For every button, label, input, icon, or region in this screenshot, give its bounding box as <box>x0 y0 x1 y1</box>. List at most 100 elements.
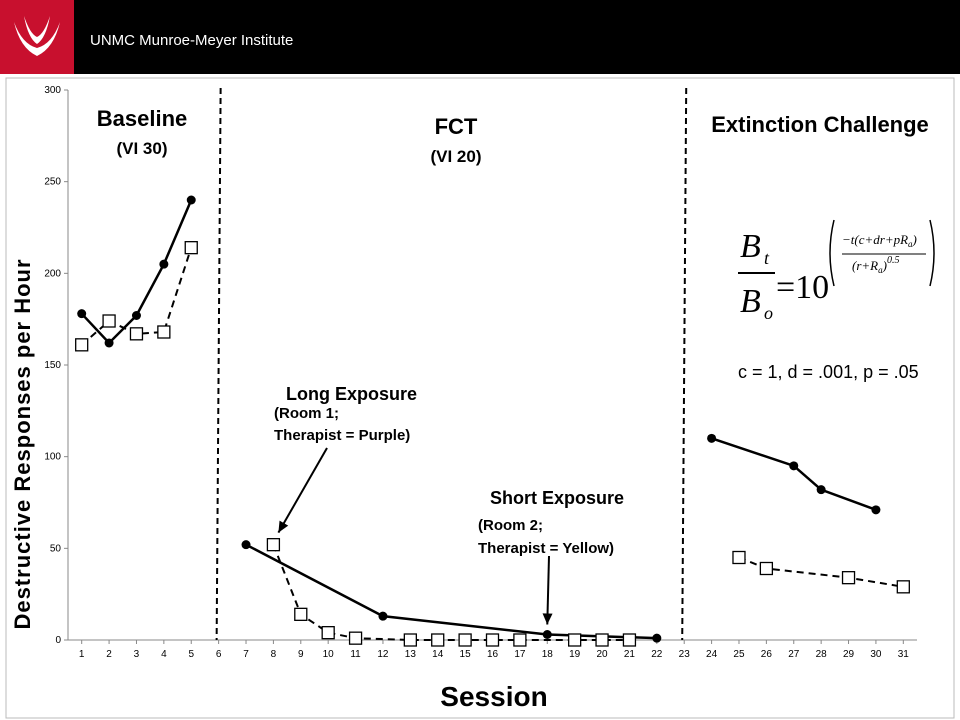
x-tick-label: 25 <box>733 649 745 660</box>
data-point-square <box>458 633 472 647</box>
series-line <box>245 543 657 640</box>
data-point-square <box>321 626 335 640</box>
formula-exponent-denominator: (r+Ra)0.5 <box>852 255 899 275</box>
chart-series <box>75 195 910 647</box>
phase-change-line <box>681 87 688 641</box>
annotation-title: Long Exposure <box>286 384 417 404</box>
x-tick-label: 12 <box>377 649 389 660</box>
data-point-square <box>266 538 281 552</box>
x-axis-label: Session <box>440 681 547 712</box>
annotation-line: (Room 2; <box>478 517 543 534</box>
data-point-circle <box>542 630 552 639</box>
chart-frame <box>5 77 955 719</box>
y-tick-label: 100 <box>44 452 61 463</box>
data-point-square <box>622 633 637 647</box>
x-tick-label: 30 <box>870 649 882 660</box>
phase-change-line <box>215 87 222 641</box>
x-tick-label: 21 <box>624 649 636 660</box>
x-tick-label: 22 <box>651 649 663 660</box>
x-tick-label: 3 <box>134 649 140 660</box>
x-tick-label: 7 <box>243 649 249 660</box>
annotation-arrow <box>546 555 550 625</box>
y-tick-label: 0 <box>55 635 61 646</box>
x-tick-label: 29 <box>843 649 855 660</box>
phase-labels: Baseline (VI 30) FCT (VI 20) Extinction Chal… <box>97 106 929 166</box>
data-point-square <box>732 550 746 565</box>
annotation-title: Short Exposure <box>490 488 624 508</box>
x-tick-label: 10 <box>323 649 335 660</box>
formula-exponent-numerator: −t(c+dr+pRa) <box>842 232 917 249</box>
x-tick-label: 14 <box>432 649 444 660</box>
phase-title: Extinction Challenge <box>711 112 929 137</box>
data-point-circle <box>131 311 141 320</box>
formula-params: c = 1, d = .001, p = .05 <box>738 362 919 382</box>
annotation-line: (Room 1; <box>274 405 339 422</box>
phase-title: Baseline <box>97 106 188 131</box>
y-tick-label: 250 <box>44 177 61 188</box>
formula-equals-base: =10 <box>776 269 829 306</box>
data-point-circle <box>816 485 826 495</box>
phase-change-lines <box>215 87 688 641</box>
data-point-circle <box>789 461 799 471</box>
x-tick-label: 15 <box>460 649 472 660</box>
x-tick-label: 2 <box>106 649 112 660</box>
phase-title: FCT <box>435 114 478 139</box>
unmc-logo <box>0 0 74 74</box>
phase-subtitle: (VI 20) <box>430 147 481 166</box>
header-bar: UNMC Munroe-Meyer Institute <box>0 0 960 74</box>
x-tick-label: 5 <box>188 649 194 660</box>
x-tick-label: 18 <box>542 649 554 660</box>
x-tick-label: 13 <box>405 649 417 660</box>
data-point-square <box>759 561 774 576</box>
data-point-square <box>102 314 116 328</box>
annotation-arrow <box>277 447 328 534</box>
annotation-arrowhead <box>542 613 553 625</box>
data-point-circle <box>871 505 881 515</box>
data-point-square <box>841 571 856 585</box>
x-tick-label: 31 <box>898 649 910 660</box>
x-tick-label: 1 <box>79 649 85 660</box>
data-point-circle <box>652 633 662 643</box>
series-line <box>80 199 193 345</box>
y-tick-label: 300 <box>44 85 61 96</box>
data-point-square <box>513 633 527 647</box>
x-tick-label: 27 <box>788 649 800 660</box>
x-tick-label: 23 <box>679 649 691 660</box>
formula-lhs-denominator-sub: o <box>764 303 773 323</box>
x-tick-label: 19 <box>569 649 581 660</box>
x-tick-label: 20 <box>596 649 608 660</box>
data-point-circle <box>186 195 196 205</box>
data-point-square <box>431 633 445 647</box>
y-axis-label: Destructive Responses per Hour <box>10 258 35 629</box>
y-tick-label: 200 <box>44 268 61 279</box>
data-point-square <box>184 241 198 255</box>
annotation-line: Therapist = Purple) <box>274 427 410 444</box>
matching-formula: B t B o =10 −t(c+dr+pRa) (r+Ra)0.5 c = 1… <box>738 219 935 382</box>
data-point-circle <box>241 540 251 550</box>
formula-lhs-denominator: B <box>740 283 761 320</box>
data-point-circle <box>378 611 388 621</box>
x-tick-label: 6 <box>216 649 222 660</box>
annotation-line: Therapist = Yellow) <box>478 540 614 557</box>
annotation-arrowhead <box>278 520 289 533</box>
data-point-circle <box>77 309 87 319</box>
data-point-square <box>896 580 910 594</box>
data-point-square <box>75 338 89 352</box>
x-tick-label: 8 <box>271 649 277 660</box>
x-tick-label: 26 <box>761 649 773 660</box>
x-tick-label: 28 <box>816 649 828 660</box>
chart-annotations: Long Exposure(Room 1; Therapist = Purple)… <box>274 384 624 625</box>
formula-lhs-numerator: B <box>740 228 761 265</box>
data-point-square <box>157 325 171 339</box>
x-tick-label: 11 <box>350 649 361 660</box>
data-point-circle <box>159 259 169 269</box>
data-point-square <box>568 633 582 647</box>
x-tick-label: 24 <box>706 649 718 660</box>
org-name: UNMC Munroe-Meyer Institute <box>90 32 294 49</box>
y-tick-label: 150 <box>44 360 61 371</box>
x-tick-label: 4 <box>161 649 167 660</box>
x-tick-label: 17 <box>514 649 526 660</box>
data-point-square <box>403 633 417 647</box>
